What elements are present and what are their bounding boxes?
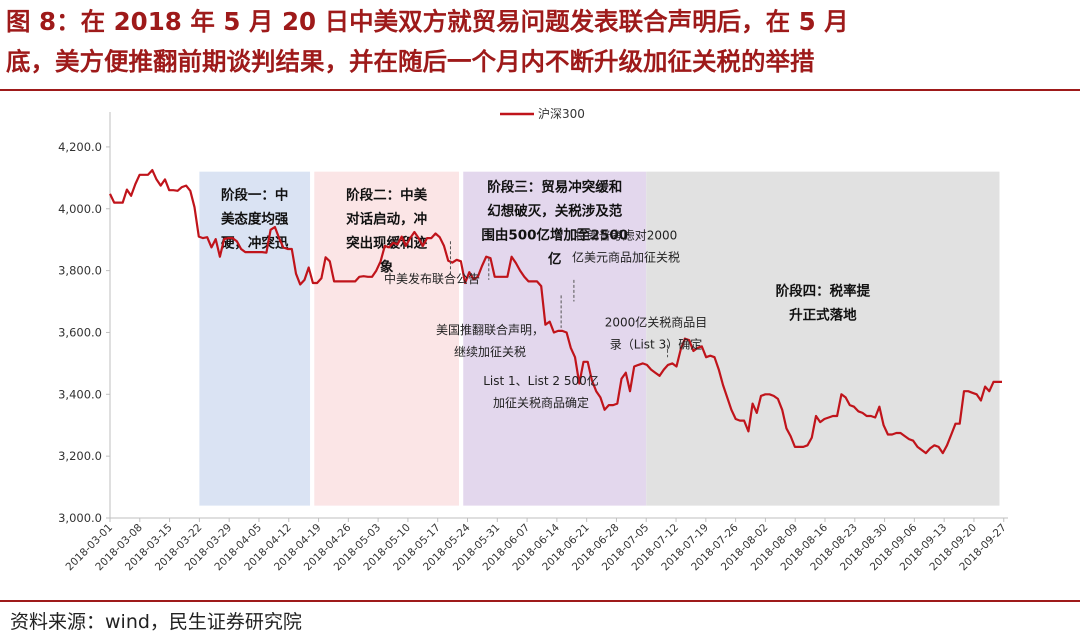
event-annotation: 录（List 3）确定 bbox=[610, 336, 702, 351]
phase-band-3 bbox=[463, 171, 647, 506]
phase-label-4: 阶段四：税率提 bbox=[776, 283, 871, 300]
legend-label: 沪深300 bbox=[538, 107, 585, 121]
phase-label-1: 硬，冲突迅 bbox=[221, 235, 289, 252]
bottom-divider bbox=[0, 600, 1080, 602]
phase-label-2: 突出现缓和迹 bbox=[346, 235, 427, 252]
y-tick-label: 3,800.0 bbox=[58, 264, 102, 278]
chart-title: 图 8：在 2018 年 5 月 20 日中美双方就贸易问题发表联合声明后，在 … bbox=[6, 2, 1074, 82]
event-annotation: 亿美元商品加征关税 bbox=[572, 250, 680, 265]
event-annotation: 中美发布联合公告 bbox=[384, 271, 480, 286]
y-tick-label: 4,000.0 bbox=[58, 202, 102, 216]
event-annotation: 特朗普考虑对2000 bbox=[575, 228, 678, 243]
phase-label-1: 美态度均强 bbox=[221, 211, 289, 228]
phase-label-1: 阶段一：中 bbox=[221, 187, 289, 204]
phase-label-4: 升正式落地 bbox=[789, 307, 857, 324]
event-annotation: 继续加征关税 bbox=[454, 345, 526, 359]
series-line-hs300 bbox=[109, 168, 1002, 455]
phase-label-2: 阶段二：中美 bbox=[346, 187, 427, 204]
y-tick-label: 3,400.0 bbox=[58, 387, 102, 401]
phase-label-2: 象 bbox=[380, 259, 394, 276]
title-line-1: 图 8：在 2018 年 5 月 20 日中美双方就贸易问题发表联合声明后，在 … bbox=[6, 7, 849, 36]
phase-label-2: 对话启动，冲 bbox=[346, 211, 427, 228]
y-tick-label: 4,200.0 bbox=[58, 140, 102, 154]
event-annotation: 美国推翻联合声明， bbox=[436, 322, 544, 337]
phase-label-3: 阶段三：贸易冲突缓和 bbox=[487, 179, 622, 196]
phase-label-3: 幻想破灭，关税涉及范 bbox=[487, 203, 622, 220]
phase-band-1 bbox=[199, 171, 311, 506]
phase-label-3: 亿 bbox=[548, 251, 562, 268]
line-chart: 3,000.0 3,200.0 3,400.0 3,600.0 3,800.0 4,000… bbox=[58, 107, 1009, 573]
top-divider bbox=[0, 89, 1080, 91]
source-note: 资料来源：wind，民生证券研究院 bbox=[10, 611, 302, 633]
event-annotation: List 1、List 2 500亿 bbox=[483, 373, 599, 388]
event-annotation: 2000亿关税商品目 bbox=[605, 314, 708, 329]
title-line-2: 底，美方便推翻前期谈判结果，并在随后一个月内不断升级加征关税的举措 bbox=[6, 47, 815, 76]
event-annotation: 加征关税商品确定 bbox=[493, 395, 589, 410]
phase-label-3: 围由500亿增加至2500 bbox=[481, 227, 628, 244]
y-tick-label: 3,600.0 bbox=[58, 325, 102, 339]
phase-band-2 bbox=[314, 171, 459, 506]
y-tick-label: 3,200.0 bbox=[58, 449, 102, 463]
y-tick-label: 3,000.0 bbox=[58, 511, 102, 525]
